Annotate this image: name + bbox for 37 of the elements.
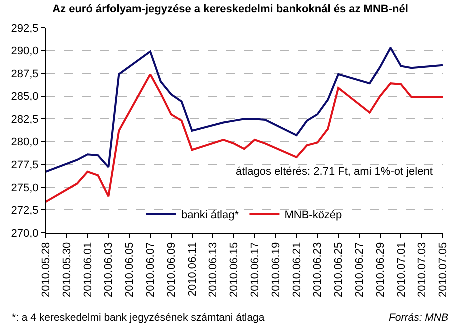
y-tick-label: 290,0 (11, 46, 39, 58)
y-tick-label: 277,5 (11, 160, 39, 172)
y-tick-label: 287,5 (11, 68, 39, 80)
y-tick-label: 280,0 (11, 136, 39, 149)
text: *: a 4 kereskedelmi bank jegyzésének számtani átlaga (12, 312, 265, 324)
x-tick-label: 2010.06.25 (333, 242, 346, 298)
x-tick-label: 2010.06.27 (354, 242, 366, 298)
legend-label: MNB-közép (284, 210, 342, 222)
x-tick-label: 2010.06.13 (208, 242, 220, 298)
y-tick-label: 272,5 (11, 205, 39, 218)
y-tick-label: 292,5 (11, 22, 39, 35)
y-tick-label: 270,0 (11, 228, 39, 240)
x-tick-label: 2010.06.03 (103, 242, 116, 298)
x-tick-label: 2010.06.07 (145, 242, 158, 298)
x-tick-label: 2010.06.17 (250, 242, 262, 298)
x-tick-label: 2010.07.01 (396, 242, 408, 298)
line-series (46, 73, 443, 204)
x-tick-label: 2010.05.30 (61, 242, 74, 298)
x-tick-label: 2010.06.29 (374, 242, 387, 298)
legend-label: banki átlag* (182, 210, 240, 222)
y-tick-label: 275,0 (11, 182, 39, 194)
text: Forrás: MNB (389, 312, 449, 324)
y-tick-label: 285,0 (11, 91, 39, 104)
annotation: átlagos eltérés: 2.71 Ft, ami 1%-ot jelent (236, 166, 433, 178)
x-tick-label: 2010.07.03 (416, 242, 429, 298)
x-tick-label: 2010.05.28 (40, 242, 53, 298)
x-tick-label: 2010.06.19 (270, 242, 282, 298)
x-tick-label: 2010.07.05 (438, 242, 450, 298)
x-tick-label: 2010.06.23 (312, 242, 324, 298)
x-tick-label: 2010.06.15 (228, 242, 241, 298)
x-tick-label: 2010.06.01 (82, 242, 94, 298)
x-tick-label: 2010.06.21 (291, 242, 304, 298)
x-tick-label: 2010.06.11 (186, 242, 199, 297)
x-tick-label: 2010.06.09 (166, 242, 178, 298)
chart-title: Az euró árfolyam-jegyzése a kereskedelmi bankoknál és az MNB-nél (52, 4, 408, 16)
x-tick-label: 2010.06.05 (124, 242, 136, 298)
y-tick-label: 282,5 (11, 114, 39, 126)
